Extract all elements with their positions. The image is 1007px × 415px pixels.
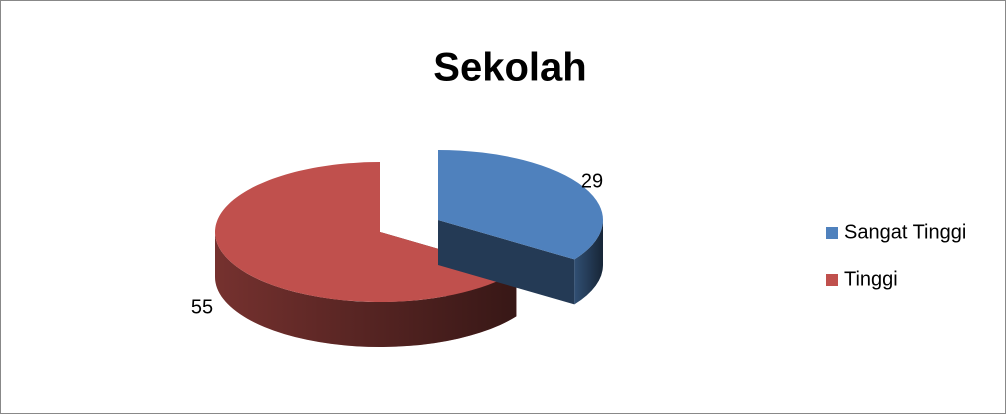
slice-top [438,150,603,260]
legend-label: Tinggi [844,268,898,290]
slice-top [215,162,517,303]
pie-slice: 55 [191,162,517,347]
chart-title: Sekolah [433,46,586,90]
legend-label: Sangat Tinggi [844,221,966,243]
legend: Sangat Tinggi Tinggi [826,221,966,290]
legend-swatch [826,274,838,286]
slice-wall [438,220,575,305]
legend-swatch [826,227,838,239]
slice-side-shade [574,220,603,305]
slice-side-shade [215,232,517,347]
data-label: 29 [581,170,603,192]
data-label: 55 [191,296,213,318]
pie: 55 29 [191,150,603,347]
pie-slice: 29 [438,150,603,305]
